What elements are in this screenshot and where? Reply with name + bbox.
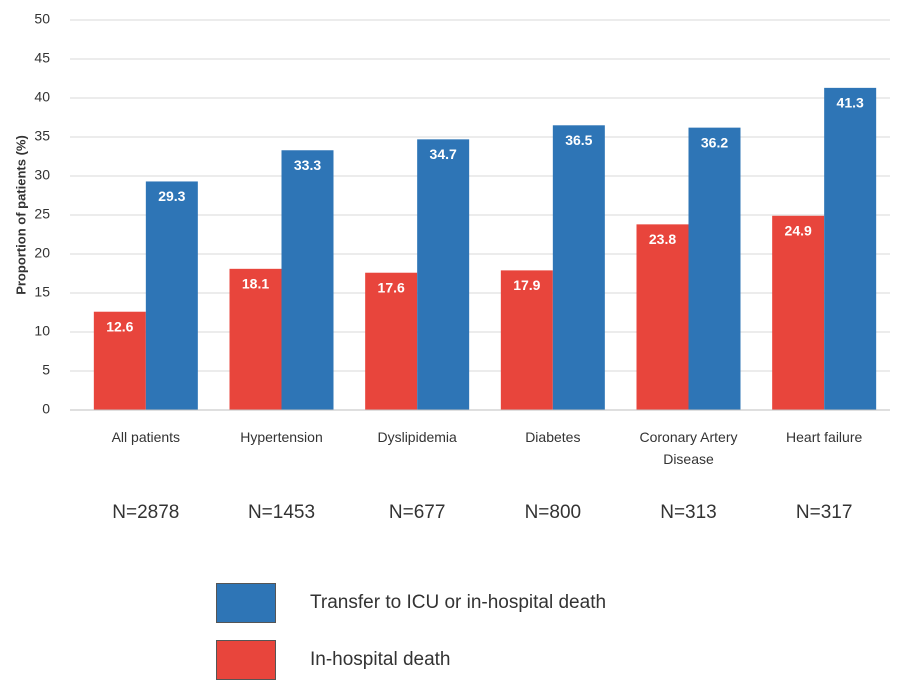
n-label: N=313 — [660, 502, 717, 523]
value-label: 41.3 — [837, 95, 864, 111]
value-label: 34.7 — [430, 146, 457, 162]
value-label: 29.3 — [158, 188, 185, 204]
value-label: 23.8 — [649, 231, 676, 247]
n-label: N=800 — [524, 502, 582, 523]
x-tick-label: Hypertension — [240, 429, 323, 445]
y-tick-label: 0 — [42, 401, 50, 417]
x-tick-label: Diabetes — [525, 429, 581, 445]
value-label: 33.3 — [294, 157, 321, 173]
bar — [824, 87, 877, 411]
n-label: N=677 — [388, 502, 446, 523]
bar — [365, 272, 418, 410]
bar — [636, 224, 689, 410]
value-label: 18.1 — [242, 276, 269, 292]
x-tick-label: Dyslipidemia — [377, 429, 457, 445]
bar — [145, 181, 198, 410]
bar — [500, 270, 553, 410]
y-tick-label: 45 — [34, 50, 50, 66]
bar — [688, 127, 741, 410]
bar — [772, 215, 825, 410]
value-label: 17.6 — [378, 279, 405, 295]
legend-swatch — [216, 583, 276, 623]
x-tick-label: All patients — [111, 429, 181, 445]
y-tick-label: 25 — [34, 206, 50, 222]
legend-label: Transfer to ICU or in-hospital death — [310, 592, 607, 613]
legend-label: In-hospital death — [310, 649, 451, 670]
bar — [229, 268, 282, 410]
y-tick-label: 30 — [34, 167, 50, 183]
y-tick-label: 35 — [34, 128, 50, 144]
y-tick-label: 5 — [42, 362, 50, 378]
x-tick-label: Coronary Artery Disease — [639, 429, 738, 467]
value-label: 36.5 — [565, 132, 592, 148]
y-tick-label: 50 — [34, 11, 50, 27]
y-tick-label: 40 — [34, 89, 50, 105]
y-tick-label: 10 — [34, 323, 50, 339]
value-label: 17.9 — [513, 277, 540, 293]
value-label: 36.2 — [701, 134, 728, 150]
legend-swatch — [216, 640, 276, 680]
n-label: N=2878 — [112, 502, 180, 523]
bar — [281, 150, 334, 410]
bar — [93, 311, 146, 410]
y-axis-title: Proportion of patients (%) — [13, 135, 28, 295]
n-label: N=317 — [795, 502, 853, 523]
x-tick-label: Heart failure — [786, 429, 863, 445]
n-label: N=1453 — [247, 502, 316, 523]
value-label: 12.6 — [106, 318, 133, 334]
bar — [417, 139, 470, 410]
bar — [552, 125, 605, 411]
value-label: 24.9 — [785, 222, 812, 238]
y-tick-label: 20 — [34, 245, 50, 261]
y-tick-label: 15 — [34, 284, 50, 300]
